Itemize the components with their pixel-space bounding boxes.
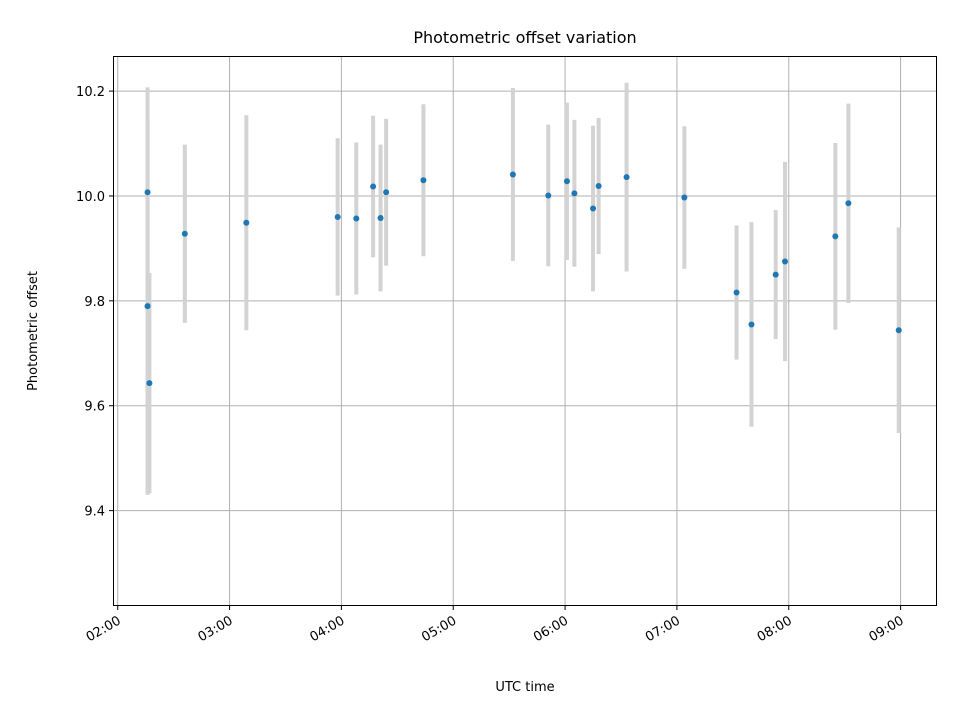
plot-frame xyxy=(113,56,937,606)
data-point xyxy=(895,327,902,334)
x-tick-label: 08:00 xyxy=(755,613,795,645)
x-tick-label: 07:00 xyxy=(643,613,683,645)
y-tick-label: 10.2 xyxy=(76,85,105,100)
data-point xyxy=(146,380,153,387)
x-tick-label: 09:00 xyxy=(867,613,907,645)
error-bars xyxy=(145,82,901,495)
data-point xyxy=(748,321,755,328)
data-point xyxy=(595,183,602,190)
chart-title: Photometric offset variation xyxy=(413,28,636,47)
data-point xyxy=(144,303,151,310)
data-point xyxy=(623,174,630,181)
data-point xyxy=(545,192,552,199)
x-tick-label: 05:00 xyxy=(419,613,459,645)
data-point xyxy=(181,230,188,237)
data-point xyxy=(681,194,688,201)
data-point xyxy=(144,189,151,196)
data-point xyxy=(832,233,839,240)
x-axis-label: UTC time xyxy=(495,680,554,695)
data-point xyxy=(353,215,360,222)
y-tick-label: 9.6 xyxy=(84,400,105,415)
data-point xyxy=(383,189,390,196)
data-point xyxy=(243,219,250,226)
y-tick-label: 9.4 xyxy=(84,505,105,520)
data-point xyxy=(563,178,570,185)
y-axis-label: Photometric offset xyxy=(26,271,41,391)
data-point xyxy=(377,214,384,221)
data-points xyxy=(144,171,902,387)
y-tick-label: 10.0 xyxy=(76,190,105,205)
data-point xyxy=(845,200,852,207)
data-point xyxy=(334,213,341,220)
data-point xyxy=(733,289,740,296)
y-tick-label: 9.8 xyxy=(84,295,105,310)
data-point xyxy=(509,171,516,178)
data-point xyxy=(370,183,377,190)
data-point xyxy=(420,177,427,184)
data-point xyxy=(590,205,597,212)
x-tick-label: 03:00 xyxy=(196,613,236,645)
grid xyxy=(114,57,936,605)
data-point xyxy=(782,258,789,265)
axis-ticks: 02:00 03:00 04:00 05:00 06:00 07:00 08:00 09:00… xyxy=(76,85,907,645)
data-point xyxy=(772,271,779,278)
x-tick-label: 04:00 xyxy=(307,613,347,645)
data-point xyxy=(571,190,578,197)
x-tick-label: 06:00 xyxy=(531,613,571,645)
x-tick-label: 02:00 xyxy=(84,613,124,645)
